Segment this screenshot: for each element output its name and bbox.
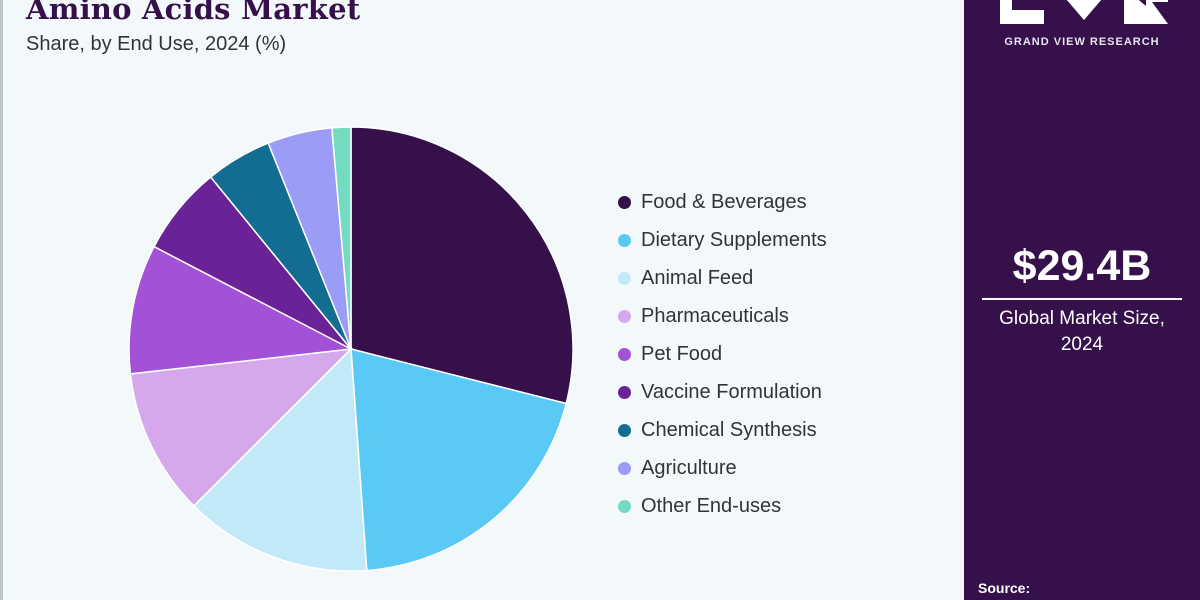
legend-label: Dietary Supplements <box>641 228 827 251</box>
legend-item-dietary-supplements: Dietary Supplements <box>618 221 827 259</box>
legend-label: Pharmaceuticals <box>641 304 789 327</box>
legend-item-other-end-uses: Other End-uses <box>618 487 827 525</box>
legend-label: Animal Feed <box>641 266 754 289</box>
pie-slice-food-and-beverages <box>350 126 574 405</box>
pie-slice-other-end-uses <box>331 126 352 350</box>
legend-item-pet-food: Pet Food <box>618 335 827 373</box>
legend-swatch <box>618 309 631 323</box>
legend-swatch <box>618 385 631 399</box>
market-size-value: $29.4B <box>1012 242 1152 290</box>
legend-swatch <box>618 195 631 209</box>
legend-item-agriculture: Agriculture <box>618 449 827 487</box>
brand-name: GRAND VIEW RESEARCH <box>1004 36 1160 48</box>
pie-slice-pet-food <box>128 245 354 375</box>
chart-subtitle: Share, by End Use, 2024 (%) <box>26 33 287 55</box>
divider <box>982 298 1182 300</box>
legend-swatch <box>618 271 631 285</box>
source-label: Source: <box>978 580 1031 596</box>
legend-label: Vaccine Formulation <box>641 380 822 403</box>
chart-title: Amino Acids Market <box>26 0 361 26</box>
legend-label: Other End-uses <box>641 494 782 517</box>
sidebar-panel: GRAND VIEW RESEARCH $29.4B Global Market… <box>964 0 1200 600</box>
legend-swatch <box>618 423 631 437</box>
legend-swatch <box>618 233 631 247</box>
left-border <box>0 0 3 600</box>
legend-label: Chemical Synthesis <box>641 418 817 441</box>
legend-swatch <box>618 347 631 361</box>
legend-label: Agriculture <box>641 456 737 479</box>
legend-item-vaccine-formulation: Vaccine Formulation <box>618 373 827 411</box>
chart-legend: Food & Beverages Dietary Supplements Anima… <box>618 183 827 525</box>
legend-item-pharmaceuticals: Pharmaceuticals <box>618 297 827 335</box>
market-size-caption: Global Market Size, 2024 <box>999 308 1165 355</box>
pie-slice-pharmaceuticals <box>129 348 354 507</box>
legend-item-chemical-synthesis: Chemical Synthesis <box>618 411 827 449</box>
pie-chart <box>128 126 574 572</box>
legend-swatch <box>618 499 631 513</box>
legend-label: Pet Food <box>641 342 723 365</box>
pie-slice-animal-feed <box>192 347 368 572</box>
legend-item-food-and-beverages: Food & Beverages <box>618 183 827 221</box>
grand-view-research-logo <box>1000 0 1168 24</box>
legend-item-animal-feed: Animal Feed <box>618 259 827 297</box>
legend-swatch <box>618 461 631 475</box>
pie-slice-dietary-supplements <box>350 348 568 572</box>
legend-label: Food & Beverages <box>641 190 807 213</box>
